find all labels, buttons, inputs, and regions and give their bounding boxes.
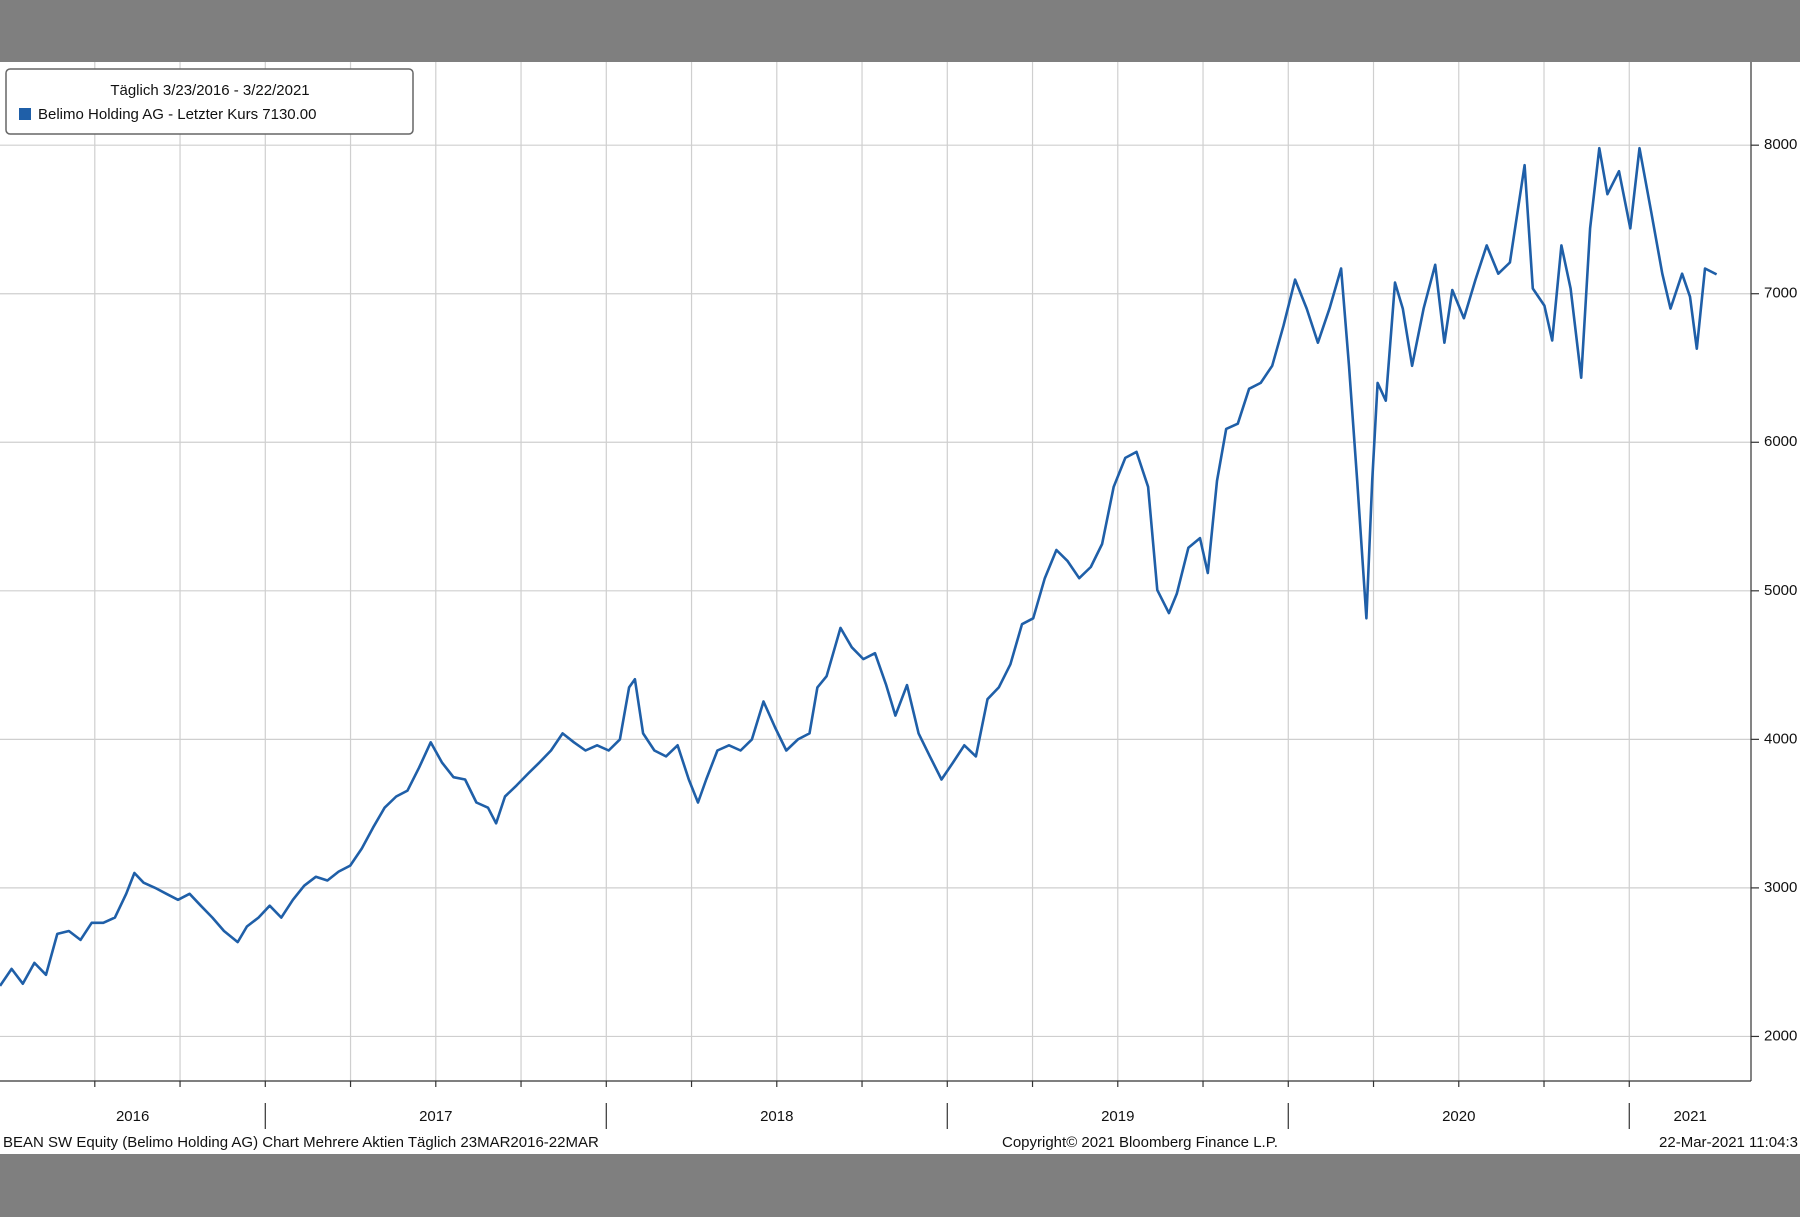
footer-center: Copyright© 2021 Bloomberg Finance L.P.: [1002, 1134, 1278, 1151]
chart-background: [0, 62, 1800, 1154]
x-tick-label: 2018: [760, 1108, 793, 1125]
x-tick-label: 2020: [1442, 1108, 1475, 1125]
y-tick-label: 6000: [1764, 433, 1797, 450]
y-tick-label: 3000: [1764, 879, 1797, 896]
legend-box: [5, 68, 414, 135]
price-line: [0, 146, 1718, 987]
legend-label: Belimo Holding AG - Letzter Kurs 7130.00: [38, 106, 316, 123]
legend: Täglich 3/23/2016 - 3/22/2021 Belimo Hol…: [5, 68, 414, 135]
y-tick-label: 8000: [1764, 136, 1797, 153]
grid: [0, 62, 1751, 1081]
legend-title: Täglich 3/23/2016 - 3/22/2021: [110, 82, 309, 99]
legend-swatch: [19, 108, 31, 120]
y-tick-label: 5000: [1764, 582, 1797, 599]
y-tick-label: 2000: [1764, 1027, 1797, 1044]
x-tick-label: 2019: [1101, 1108, 1134, 1125]
y-tick-label: 4000: [1764, 730, 1797, 747]
footer-right: 22-Mar-2021 11:04:3: [1659, 1134, 1798, 1151]
x-tick-label: 2021: [1673, 1108, 1706, 1125]
plot: [0, 146, 1718, 987]
footer-left: BEAN SW Equity (Belimo Holding AG) Chart…: [3, 1134, 599, 1151]
x-tick-label: 2016: [116, 1108, 149, 1125]
y-tick-label: 7000: [1764, 285, 1797, 302]
x-tick-label: 2017: [419, 1108, 452, 1125]
